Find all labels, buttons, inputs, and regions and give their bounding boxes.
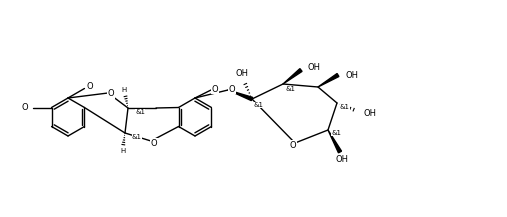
Polygon shape (328, 130, 342, 153)
Polygon shape (318, 74, 339, 87)
Text: H: H (121, 87, 127, 93)
Text: OH: OH (235, 69, 248, 77)
Text: &1: &1 (135, 109, 145, 115)
Text: &1: &1 (331, 130, 341, 136)
Text: OH: OH (345, 71, 358, 79)
Text: O: O (151, 138, 157, 148)
Text: OH: OH (307, 64, 320, 72)
Text: O: O (229, 84, 235, 94)
Polygon shape (283, 69, 302, 84)
Text: &1: &1 (254, 102, 264, 108)
Text: &1: &1 (132, 134, 142, 140)
Text: O: O (289, 140, 296, 150)
Text: OH: OH (364, 108, 377, 117)
Text: &1: &1 (285, 86, 295, 92)
Text: O: O (107, 89, 114, 99)
Polygon shape (228, 90, 252, 101)
Text: &1: &1 (340, 104, 350, 110)
Text: H: H (120, 148, 126, 154)
Text: O: O (22, 103, 28, 112)
Text: OH: OH (336, 156, 348, 164)
Text: O: O (86, 82, 93, 91)
Text: O: O (212, 84, 219, 94)
